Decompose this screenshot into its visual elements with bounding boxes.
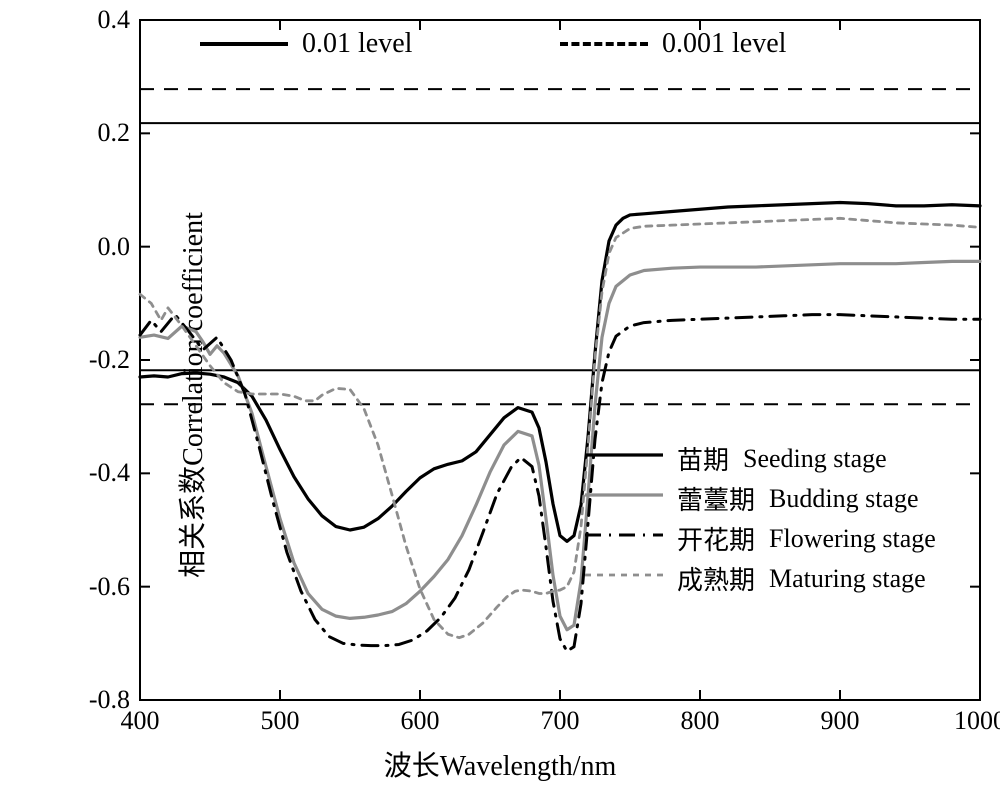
legend-item-flowering: 开花期 Flowering stage [677, 520, 936, 557]
y-tick-label: 0.0 [98, 232, 131, 262]
legend-top-item: 0.001 level [560, 28, 786, 60]
y-tick-label: -0.8 [89, 685, 130, 715]
legend-label-en: Seeding stage [743, 444, 887, 474]
x-tick-label: 700 [541, 706, 580, 736]
legend-top-label: 0.001 level [662, 28, 786, 60]
legend-label-en: Budding stage [769, 484, 919, 514]
x-tick-label: 800 [681, 706, 720, 736]
chart-root: 相关系数Correlation coefficient 波长Wavelength… [0, 0, 1000, 790]
y-tick-label: -0.2 [89, 345, 130, 375]
legend-top-label: 0.01 level [302, 28, 412, 60]
legend-label-cn: 开花期 [677, 520, 755, 557]
legend-label-en: Flowering stage [769, 524, 936, 554]
plot-svg [0, 0, 1000, 790]
legend-label-cn: 蕾薹期 [677, 480, 755, 517]
legend-swatch [200, 42, 288, 46]
x-tick-label: 1000 [954, 706, 1000, 736]
y-tick-label: 0.4 [98, 5, 131, 35]
legend-item-budding: 蕾薹期 Budding stage [677, 480, 919, 517]
legend-label-cn: 成熟期 [677, 560, 755, 597]
y-tick-label: -0.4 [89, 458, 130, 488]
x-tick-label: 500 [261, 706, 300, 736]
legend-top-item: 0.01 level [200, 28, 412, 60]
x-tick-label: 600 [401, 706, 440, 736]
legend-label-en: Maturing stage [769, 564, 926, 594]
legend-swatch [560, 42, 648, 46]
y-tick-label: -0.6 [89, 572, 130, 602]
legend-item-maturing: 成熟期 Maturing stage [677, 560, 926, 597]
legend-label-cn: 苗期 [677, 440, 729, 477]
y-tick-label: 0.2 [98, 118, 131, 148]
legend-item-seeding: 苗期 Seeding stage [677, 440, 887, 477]
x-tick-label: 900 [821, 706, 860, 736]
